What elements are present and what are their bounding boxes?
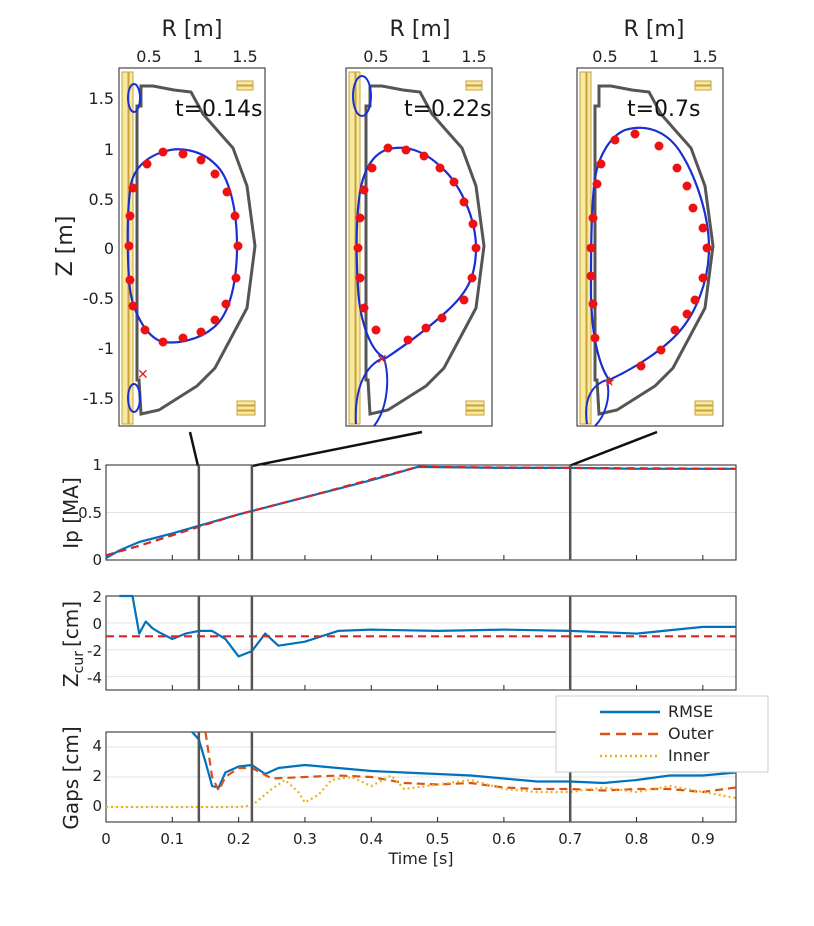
zcur-ylabel: Zcur [cm] bbox=[59, 601, 87, 687]
svg-text:✕: ✕ bbox=[137, 367, 149, 383]
gaps-ytick-1: 2 bbox=[92, 767, 102, 785]
ip-ytick-0: 0 bbox=[92, 551, 102, 569]
panel-2-xtick-2: 1.5 bbox=[461, 47, 486, 66]
legend-inner: Inner bbox=[668, 746, 710, 765]
time-xtick-label-6: 0.6 bbox=[492, 830, 516, 848]
equilibrium-panel-1: ✕ t=0.14s bbox=[118, 67, 266, 427]
panel-3-xtick-1: 1 bbox=[649, 47, 659, 66]
panel-3-xtick-0: 0.5 bbox=[592, 47, 617, 66]
legend-outer: Outer bbox=[668, 724, 714, 743]
panel-1-xtick-2: 1.5 bbox=[232, 47, 257, 66]
panel-ylabel: Z [m] bbox=[53, 216, 78, 277]
zcur-ytick-1: 0 bbox=[92, 615, 102, 633]
panel-ytick-3: 0 bbox=[104, 239, 114, 258]
panel-2-xlabel: R [m] bbox=[390, 17, 451, 42]
gaps-series-Outer bbox=[204, 731, 737, 794]
time-xtick-label-4: 0.4 bbox=[359, 830, 383, 848]
svg-text:★: ★ bbox=[603, 374, 616, 390]
time-xtick-label-3: 0.3 bbox=[293, 830, 317, 848]
zcur-ylabel-unit: [cm] bbox=[59, 601, 83, 647]
panel-2-xtick-1: 1 bbox=[421, 47, 431, 66]
panel-3-xtick-2: 1.5 bbox=[692, 47, 717, 66]
panel-2-xtick-0: 0.5 bbox=[363, 47, 388, 66]
time-xtick-label-1: 0.1 bbox=[160, 830, 184, 848]
ip-ylabel: Ip [MA] bbox=[59, 477, 83, 549]
time-xtick-label-0: 0 bbox=[101, 830, 111, 848]
gaps-ytick-2: 0 bbox=[92, 797, 102, 815]
ip-ytick-1: 0.5 bbox=[78, 504, 102, 522]
time-xtick-label-7: 0.7 bbox=[558, 830, 582, 848]
zcur-ytick-0: 2 bbox=[92, 588, 102, 606]
panel-ytick-0: 1.5 bbox=[89, 89, 114, 108]
zcur-ylabel-sub: cur bbox=[71, 651, 87, 674]
panel-1-xtick-0: 0.5 bbox=[136, 47, 161, 66]
gaps-ytick-0: 4 bbox=[92, 737, 102, 755]
equilibrium-panel-3: ★ t=0.7s bbox=[576, 67, 724, 427]
panel-ytick-4: -0.5 bbox=[83, 289, 114, 308]
panel-2-time-label: t=0.22s bbox=[404, 97, 492, 122]
time-xtick-label-5: 0.5 bbox=[426, 830, 450, 848]
legend-rmse: RMSE bbox=[668, 702, 713, 721]
ip-ytick-2: 1 bbox=[92, 456, 102, 474]
panel-1-xlabel: R [m] bbox=[162, 17, 223, 42]
panel-1-xtick-1: 1 bbox=[193, 47, 203, 66]
panel-3-time-label: t=0.7s bbox=[627, 97, 701, 122]
snapshot-connectors bbox=[188, 430, 658, 468]
gaps-frame bbox=[105, 731, 737, 823]
time-xlabel: Time [s] bbox=[387, 849, 453, 868]
zcur-ylabel-main: Z bbox=[59, 673, 83, 687]
panel-ytick-5: -1 bbox=[98, 339, 114, 358]
time-xtick-label-9: 0.9 bbox=[691, 830, 715, 848]
zcur-series-measured bbox=[119, 594, 736, 658]
panel-1-time-label: t=0.14s bbox=[175, 97, 263, 122]
legend: RMSE Outer Inner bbox=[555, 695, 769, 773]
zcur-frame bbox=[105, 595, 737, 691]
zcur-ytick-3: -4 bbox=[87, 669, 102, 687]
equilibrium-panel-2: ✕ t=0.22s bbox=[345, 67, 493, 427]
ip-frame bbox=[105, 464, 737, 561]
gaps-series-Inner bbox=[106, 774, 737, 809]
gaps-ylabel: Gaps [cm] bbox=[59, 726, 83, 829]
panel-ytick-2: 0.5 bbox=[89, 190, 114, 209]
panel-3-xlabel: R [m] bbox=[624, 17, 685, 42]
panel-ytick-6: -1.5 bbox=[83, 389, 114, 408]
svg-text:✕: ✕ bbox=[376, 352, 388, 368]
panel-ytick-1: 1 bbox=[104, 140, 114, 159]
time-xtick-label-2: 0.2 bbox=[227, 830, 251, 848]
zcur-ytick-2: -2 bbox=[87, 642, 102, 660]
ip-series-reference bbox=[105, 465, 737, 557]
time-xtick-label-8: 0.8 bbox=[625, 830, 649, 848]
ip-series-measured bbox=[105, 465, 736, 560]
